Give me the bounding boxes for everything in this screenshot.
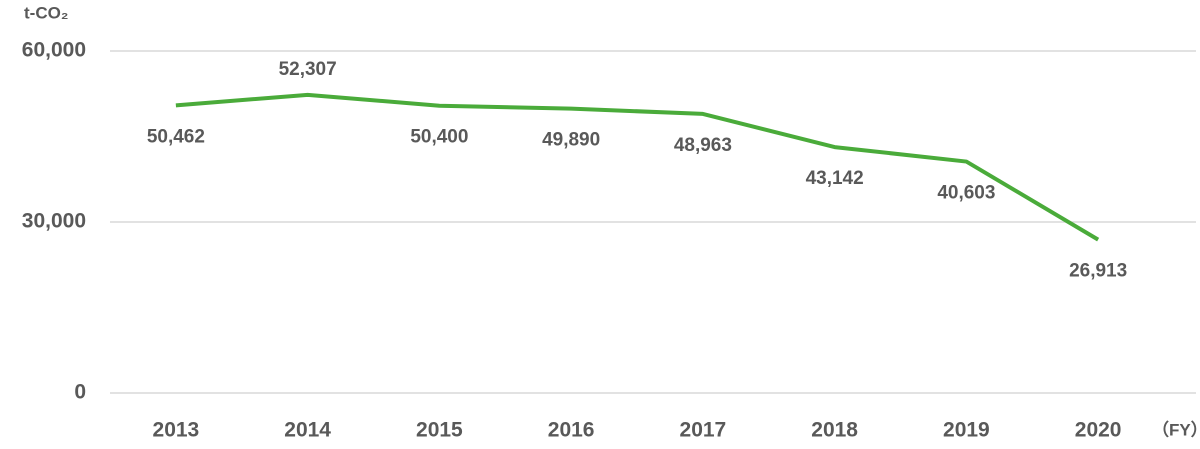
x-tick-label: 2017 [680, 419, 727, 442]
data-label: 26,913 [1069, 261, 1127, 282]
line [175, 92, 1100, 242]
x-axis-label: （FY） [1152, 419, 1200, 439]
x-tick-label: 2015 [416, 419, 463, 442]
data-label: 52,307 [279, 59, 337, 80]
x-tick-label: 2013 [153, 419, 200, 442]
x-tick-label: 2016 [548, 419, 595, 442]
data-label: 40,603 [937, 183, 995, 204]
data-label: 43,142 [806, 168, 864, 189]
y-axis-label: t-CO₂ [24, 3, 68, 22]
x-tick-label: 2020 [1075, 419, 1122, 442]
y-tick-label: 30,000 [22, 210, 86, 233]
x-tick-label: 2019 [943, 419, 990, 442]
data-label: 48,963 [674, 135, 732, 156]
x-tick-label: 2018 [811, 419, 858, 442]
data-label: 49,890 [542, 130, 600, 151]
x-tick-label: 2014 [284, 419, 331, 442]
y-tick-label: 60,000 [22, 39, 86, 62]
data-label: 50,400 [410, 127, 468, 148]
y-tick-label: 0 [74, 381, 86, 404]
data-label: 50,462 [147, 126, 205, 147]
